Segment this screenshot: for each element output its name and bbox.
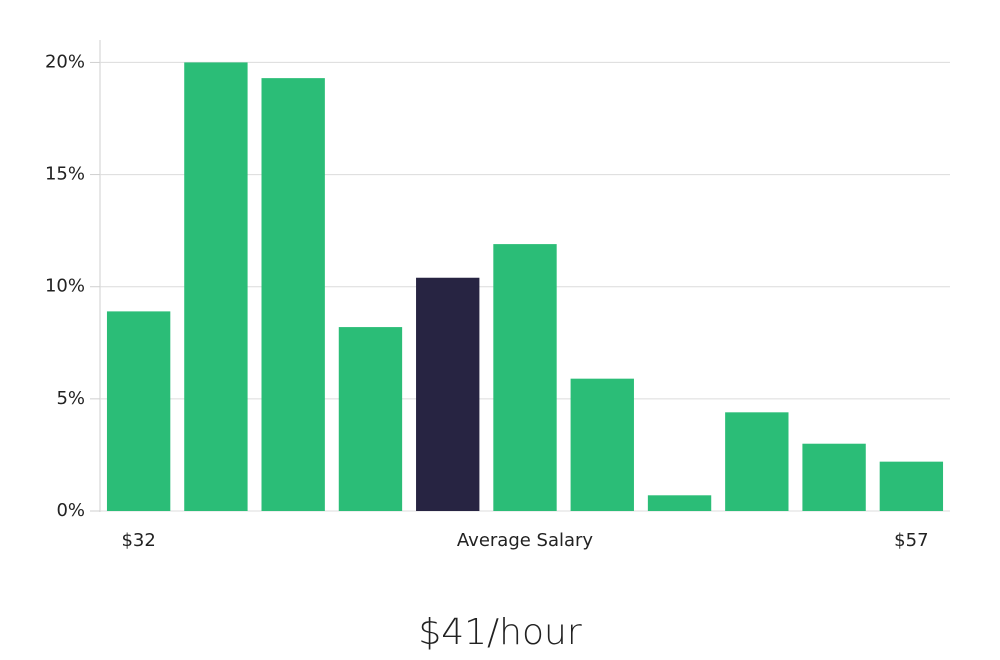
y-tick-label: 10% [45,276,85,297]
y-tick-label: 15% [45,164,85,185]
bar [647,495,712,511]
bar [802,443,866,511]
bar [106,311,171,511]
bar [261,78,325,511]
annotation: $41/hour [418,612,582,653]
y-tick-label: 20% [45,51,85,72]
x-tick-label: $57 [894,530,928,551]
bar [725,412,789,511]
x-axis-label: Average Salary [457,530,594,551]
x-tick-label: $32 [121,530,155,551]
bar [493,244,557,511]
bar [184,62,248,512]
y-tick-label: 5% [56,388,85,409]
bar [338,327,403,511]
y-tick-label: 0% [56,500,85,521]
bar [570,378,634,511]
bar [416,277,480,511]
bar [879,461,944,511]
